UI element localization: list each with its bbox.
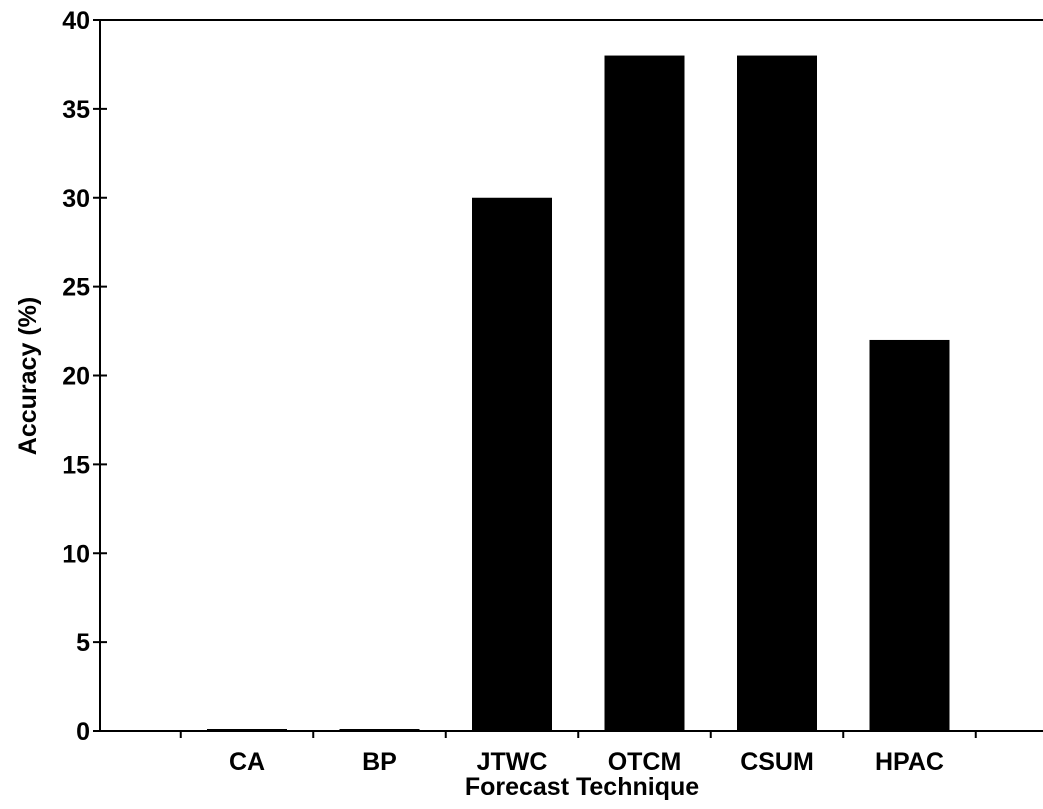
y-tick-label: 5 — [76, 629, 90, 657]
y-tick-label: 20 — [62, 363, 90, 391]
y-tick-label: 40 — [62, 7, 90, 35]
x-ticks-group: CA BP JTWC OTCM CSUM HPAC — [179, 731, 977, 776]
y-axis-title: Accuracy (%) — [14, 297, 42, 455]
x-tick-label-hpac: HPAC — [875, 748, 944, 776]
y-ticks-group: 0 5 10 15 20 25 30 35 40 — [62, 7, 107, 746]
x-axis-title: Forecast Technique — [465, 773, 699, 801]
y-tick-label: 10 — [62, 540, 90, 568]
x-tick-label-bp: BP — [362, 748, 397, 776]
bar-csum — [737, 55, 817, 732]
y-tick-label: 35 — [62, 96, 90, 124]
y-tick-label: 15 — [62, 451, 90, 479]
bar-hpac — [869, 339, 950, 731]
y-tick-label: 0 — [76, 718, 90, 746]
y-tick-label: 30 — [62, 185, 90, 213]
x-tick-label-csum: CSUM — [740, 748, 814, 776]
x-tick-label-ca: CA — [229, 748, 265, 776]
y-tick-label: 25 — [62, 274, 90, 302]
x-tick-label-otcm: OTCM — [608, 748, 682, 776]
bar-otcm — [604, 55, 685, 732]
x-tick-label-jtwc: JTWC — [477, 748, 548, 776]
bars-group — [207, 55, 950, 732]
bar-jtwc — [472, 197, 552, 731]
